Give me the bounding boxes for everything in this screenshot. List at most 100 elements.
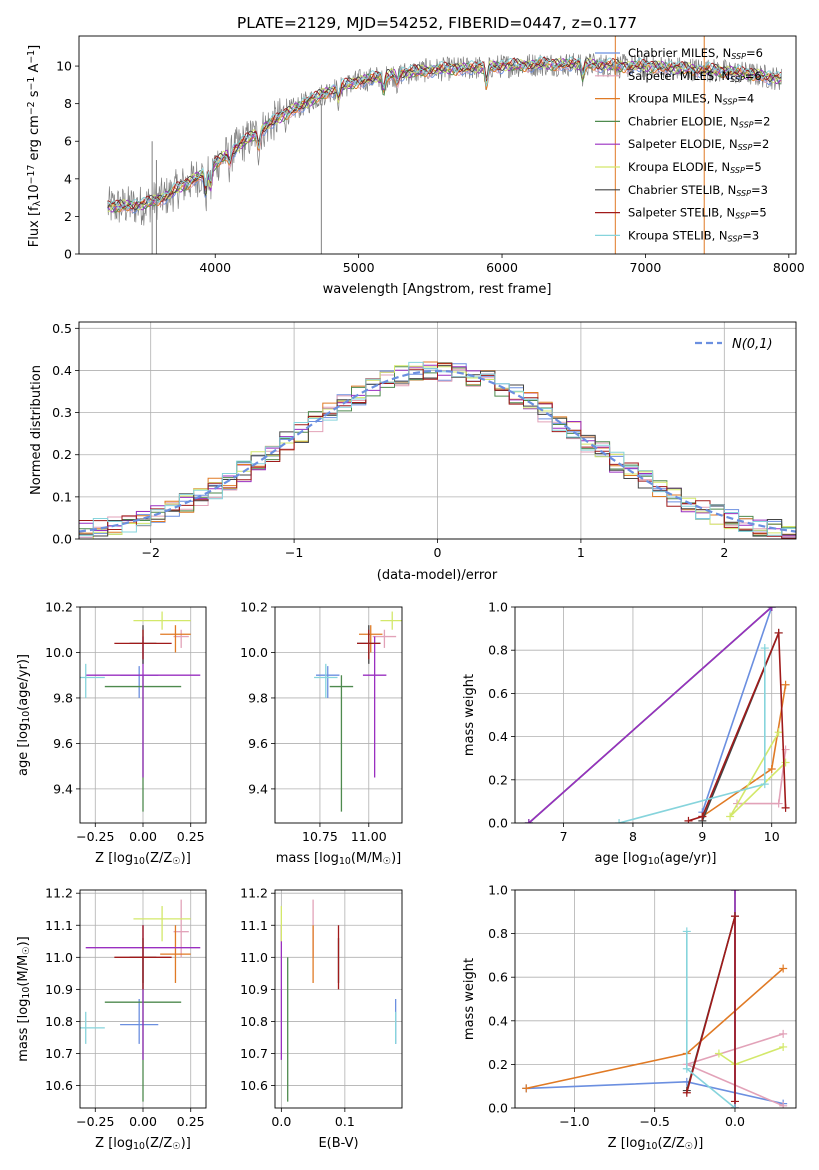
weight-marker <box>682 1088 691 1097</box>
label-part: (Z/Z <box>658 1136 685 1151</box>
label-part: −2 <box>26 101 37 115</box>
label-part: )] <box>181 1136 191 1151</box>
y-tick-label: 10.6 <box>45 1078 73 1093</box>
label-part: age [log <box>595 851 648 866</box>
weight-marker <box>774 799 783 808</box>
label-part: mass weight <box>462 958 477 1040</box>
y-tick-label: 10.7 <box>45 1046 73 1061</box>
label-part: (M/M <box>351 851 383 866</box>
axes-frame <box>274 606 403 824</box>
plot-area <box>280 899 397 1102</box>
label-part: mass weight <box>462 674 477 756</box>
gaussian-curve <box>79 369 796 533</box>
legend-entry: Salpeter STELIB, NSSP=5 <box>628 206 767 221</box>
weight-line <box>618 648 766 823</box>
x-tick-label: 4000 <box>199 260 231 275</box>
label-part: ☉ <box>172 856 180 867</box>
y-tick-label: 9.4 <box>53 781 73 796</box>
y-tick-label: 0.0 <box>52 532 72 547</box>
label-part: Flux [f <box>27 206 42 247</box>
label-part: 10 <box>339 856 351 867</box>
weight-marker <box>684 816 693 823</box>
label-part: erg cm <box>27 115 42 164</box>
x-tick-label: −1.0 <box>559 1114 589 1129</box>
y-tick-label: 11.0 <box>240 950 268 965</box>
x-tick-label: −0.25 <box>76 1114 114 1129</box>
weight-line <box>528 607 773 823</box>
label-part: 10 <box>21 711 32 723</box>
label-part: 10 <box>133 1141 145 1152</box>
label-part: (Z/Z <box>145 1136 172 1151</box>
y-tick-label: 0 <box>64 247 72 262</box>
label-part: (Z/Z <box>145 851 172 866</box>
legend-subscript: SSP <box>736 188 751 197</box>
model-spectrum <box>107 56 782 209</box>
label-part: ☉ <box>21 946 32 954</box>
y-tick-label: 2 <box>64 209 72 224</box>
label-part: 10 <box>648 856 660 867</box>
y-tick-label: 10.6 <box>240 1078 268 1093</box>
y-axis-label: mass weight <box>462 958 477 1040</box>
x-axis-label: age [log10(age/yr)] <box>595 851 717 867</box>
weight-marker <box>682 927 691 936</box>
weight-marker <box>760 644 769 653</box>
y-tick-label: 0.5 <box>52 321 72 336</box>
legend-text: Kroupa ELODIE, N <box>628 160 730 174</box>
label-part: mass [log <box>276 851 339 866</box>
weight-marker <box>781 680 790 689</box>
legend-text: Kroupa STELIB, N <box>628 228 728 242</box>
axes-frame <box>79 889 207 1109</box>
label-part: s <box>27 90 42 101</box>
y-tick-label: 0.6 <box>488 970 508 985</box>
legend-text: Salpeter MILES, N <box>628 69 730 83</box>
x-tick-label: 0.25 <box>177 1114 205 1129</box>
weight-marker <box>774 628 783 637</box>
x-tick-label: 1 <box>577 545 585 560</box>
panel-mass-vs-EBV: 0.0 0.1 10.6 10.7 10.8 10.9 11.0 11.1 11.2 E(B-V) <box>240 886 403 1151</box>
y-tick-label: 8 <box>64 96 72 111</box>
label-part: 10 <box>27 184 42 201</box>
label-part: mass [log <box>16 999 31 1062</box>
legend-value: =6 <box>746 46 763 60</box>
figure-title: PLATE=2129, MJD=54252, FIBERID=0447, z=0… <box>237 14 637 32</box>
legend-subscript: SSP <box>723 97 738 106</box>
y-tick-label: 10 <box>56 59 72 74</box>
y-tick-label: 10.8 <box>240 1014 268 1029</box>
label-part: ☉ <box>383 856 391 867</box>
label-part: ☉ <box>172 1141 180 1152</box>
legend-value: =3 <box>742 228 759 242</box>
y-tick-label: 9.6 <box>248 736 268 751</box>
grid <box>79 322 796 540</box>
y-tick-label: 10.7 <box>240 1046 268 1061</box>
x-tick-label: −0.25 <box>76 829 114 844</box>
y-tick-label: 10.0 <box>240 645 268 660</box>
weight-marker <box>730 912 739 921</box>
x-tick-label: 11.00 <box>351 829 387 844</box>
y-tick-label: 0.0 <box>488 1101 508 1116</box>
x-tick-label: −0.5 <box>640 1114 670 1129</box>
weight-marker <box>774 728 783 737</box>
weight-marker <box>714 1049 723 1058</box>
weight-marker <box>730 1104 739 1108</box>
weight-marker <box>760 780 769 789</box>
x-tick-label: 5000 <box>343 260 375 275</box>
x-tick-label: −2 <box>141 545 159 560</box>
y-axis-label: Normed distribution <box>29 365 44 495</box>
x-tick-label: 0.0 <box>725 1114 745 1129</box>
label-part: λ <box>32 200 43 206</box>
y-tick-label: 11.1 <box>45 918 73 933</box>
x-tick-label: 7000 <box>630 260 662 275</box>
label-part: (age/yr)] <box>16 654 31 711</box>
x-axis-label: Z [log10(Z/Z☉)] <box>95 1136 191 1152</box>
x-axis-label: E(B-V) <box>318 1136 358 1151</box>
x-tick-label: 7 <box>560 829 568 844</box>
legend-subscript: SSP <box>739 120 754 129</box>
weight-marker <box>779 1042 788 1051</box>
x-axis-label: mass [log10(M/M☉)] <box>276 851 402 867</box>
y-tick-label: 0.6 <box>488 686 508 701</box>
weight-marker <box>698 812 707 821</box>
panel-mass-vs-Z: −0.25 0.00 0.25 10.6 10.7 10.8 10.9 11.0 11.1 11.… <box>16 886 207 1152</box>
label-part: age [log <box>16 723 31 776</box>
